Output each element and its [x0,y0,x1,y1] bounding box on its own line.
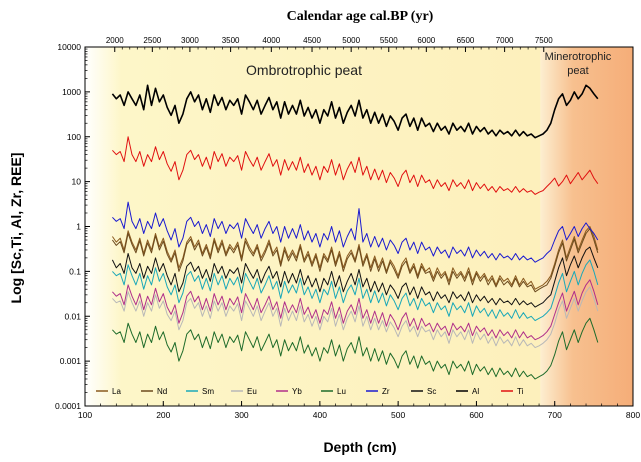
series-line-yb [112,279,599,341]
top-tick-label: 7500 [535,36,553,45]
region-minerotrophic [540,47,633,406]
x-tick-label: 100 [78,410,92,420]
legend-label-ti: Ti [517,387,524,396]
series-line-sm [112,259,599,322]
top-tick-label: 4000 [262,36,280,45]
top-tick-label: 2500 [143,36,161,45]
legend-label-zr: Zr [382,387,390,396]
x-tick-label: 800 [626,410,640,420]
series-line-ti [112,136,599,195]
legend-label-lu: Lu [337,387,346,396]
y-tick-label: 100 [67,132,81,142]
legend-label-eu: Eu [247,387,257,396]
legend-label-yb: Yb [292,387,302,396]
y-tick-label: 10 [72,177,82,187]
background-regions [85,47,633,406]
top-tick-label: 6000 [417,36,435,45]
series-line-sc [111,246,599,308]
top-tick-label: 3500 [222,36,240,45]
x-tick-label: 600 [469,410,483,420]
top-axis: 2000 2500 3000 3500 4000 4500 5000 5500 6000 6500… [106,36,553,52]
y-tick-label: 0.001 [60,356,82,366]
series-line-zr [112,201,599,263]
legend-label-la: La [112,387,121,396]
series-group [111,84,599,380]
y-tick-label: 0.01 [64,311,81,321]
top-tick-label: 2000 [106,36,124,45]
x-axis-label: Depth (cm) [323,439,396,455]
x-axis: 100 200 300 400 500 600 700 800 [78,401,640,420]
region-label-minerotrophic: Minerotrophic [545,51,612,63]
legend-label-sm: Sm [202,387,214,396]
top-tick-label: 6500 [457,36,475,45]
top-tick-label: 3000 [181,36,199,45]
y-axis: 0.0001 0.001 0.01 0.1 1 10 100 1000 10000 [55,42,90,411]
legend-label-sc: Sc [427,387,436,396]
region-label-minerotrophic-line2: peat [567,65,588,77]
y-tick-label: 10000 [57,42,81,52]
series-line-la [111,226,599,290]
y-tick-label: 1000 [62,87,81,97]
legend: La Nd Sm Eu Yb Lu Zr Sc Al Ti [96,387,524,396]
top-axis-title: Calendar age cal.BP (yr) [287,9,434,24]
y-tick-label: 1 [76,222,81,232]
y-axis-label: Log [Sc,Ti, Al, Zr, REE] [8,153,24,304]
series-line-eu [112,286,599,349]
y-tick-label: 0.1 [69,266,81,276]
legend-label-nd: Nd [157,387,167,396]
x-tick-label: 500 [391,410,405,420]
top-tick-label: 5000 [342,36,360,45]
legend-label-al: Al [472,387,479,396]
x-tick-label: 200 [156,410,170,420]
top-tick-label: 4500 [303,36,321,45]
region-ombrotrophic [85,47,541,406]
x-tick-label: 700 [548,410,562,420]
y-tick-label: 0.0001 [55,401,81,411]
region-label-ombrotrophic: Ombrotrophic peat [246,62,362,78]
x-tick-label: 400 [313,410,327,420]
top-tick-label: 5500 [380,36,398,45]
series-line-nd [111,228,599,293]
x-tick-label: 300 [234,410,248,420]
series-line-lu [112,317,599,380]
series-line-al [111,84,599,139]
top-tick-label: 7000 [496,36,514,45]
